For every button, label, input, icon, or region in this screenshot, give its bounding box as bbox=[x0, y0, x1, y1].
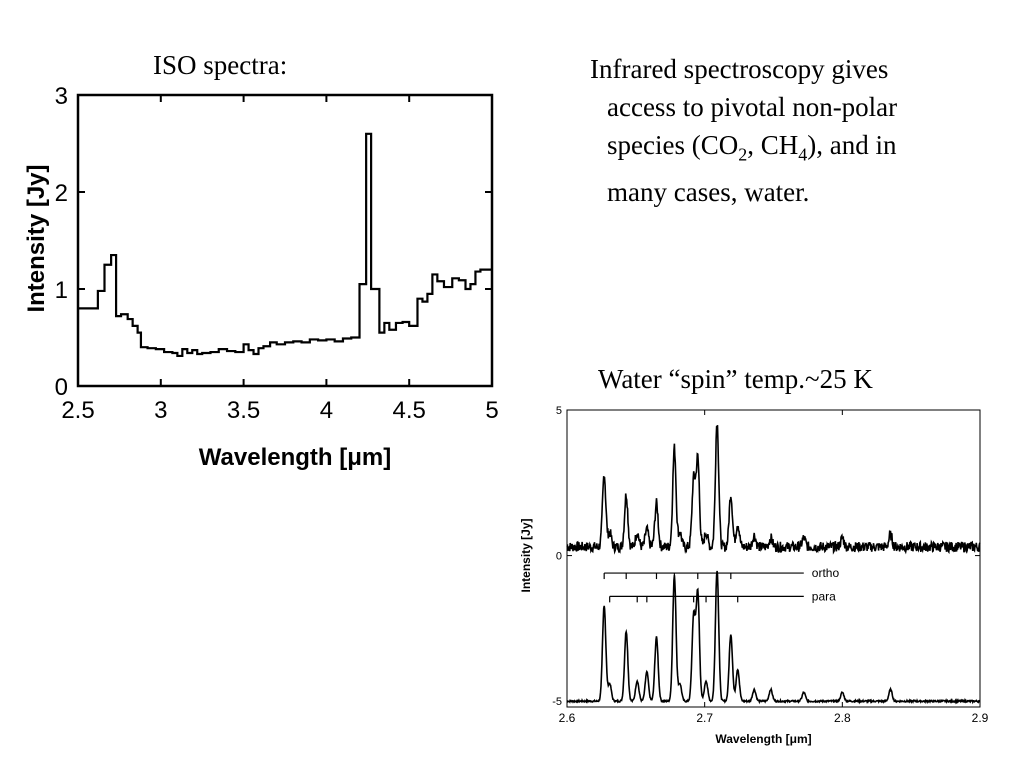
x-tick-label: 2.7 bbox=[696, 711, 713, 725]
description-line-1: Infrared spectroscopy gives bbox=[590, 54, 889, 84]
x-axis-label: Wavelength [μm] bbox=[199, 444, 391, 471]
right-chart-title: Water “spin” temp.~25 K bbox=[598, 364, 873, 394]
plot-frame bbox=[566, 409, 981, 708]
spectrum-series bbox=[78, 132, 492, 358]
y-tick-label: 0 bbox=[556, 551, 562, 563]
para-legend-label: para bbox=[812, 589, 836, 603]
y-tick-label: 0 bbox=[55, 374, 68, 401]
observed-spectrum-series bbox=[566, 424, 981, 555]
description-line-3: species (CO2, CH4), and in bbox=[607, 130, 897, 165]
y-axis-label: Intensity [Jy] bbox=[23, 164, 50, 312]
x-tick-label: 2.6 bbox=[559, 711, 576, 725]
y-tick-label: 2 bbox=[55, 180, 68, 207]
x-tick-label: 4.5 bbox=[393, 397, 426, 424]
x-tick-label: 2.8 bbox=[834, 711, 851, 725]
x-tick-label: 4 bbox=[320, 397, 333, 424]
x-tick-label: 2.9 bbox=[972, 711, 989, 725]
left-chart-title: ISO spectra: bbox=[153, 50, 288, 80]
model-spectrum-series bbox=[566, 570, 981, 705]
y-tick-label: 1 bbox=[55, 277, 68, 304]
y-tick-label: 5 bbox=[556, 405, 562, 417]
ortho-legend-label: ortho bbox=[812, 566, 840, 580]
description-line-4: many cases, water. bbox=[607, 177, 810, 208]
description-text: Infrared spectroscopy gives access to pi… bbox=[590, 50, 1010, 211]
plot-frame bbox=[76, 93, 494, 388]
x-axis-label: Wavelength [μm] bbox=[715, 732, 811, 746]
description-line-2: access to pivotal non-polar bbox=[607, 92, 898, 122]
y-axis-label: Intensity [Jy] bbox=[519, 518, 533, 592]
y-tick-label: -5 bbox=[552, 696, 562, 708]
x-tick-label: 3 bbox=[154, 397, 167, 424]
x-tick-label: 2.5 bbox=[61, 397, 94, 424]
y-tick-label: 3 bbox=[55, 83, 68, 110]
x-tick-label: 3.5 bbox=[227, 397, 260, 424]
x-tick-label: 5 bbox=[485, 397, 498, 424]
